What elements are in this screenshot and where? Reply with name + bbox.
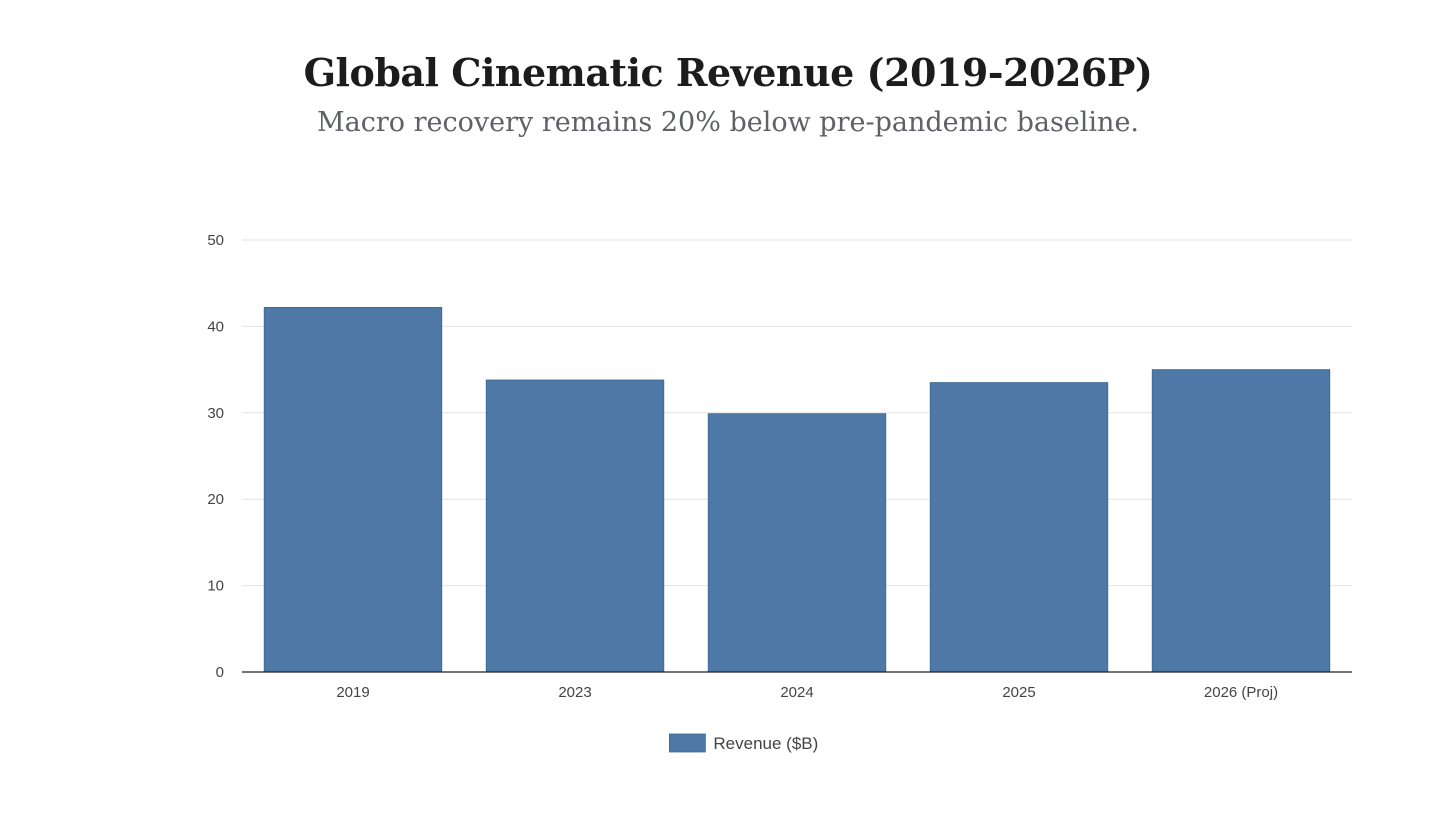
y-tick-label: 0 bbox=[216, 664, 224, 681]
bar-2026-proj-[interactable] bbox=[1151, 369, 1331, 673]
x-tick-label: 2019 bbox=[336, 684, 369, 701]
chart-title: Global Cinematic Revenue (2019-2026P) bbox=[303, 50, 1153, 95]
y-tick-label: 40 bbox=[207, 318, 224, 335]
x-tick-label: 2025 bbox=[1002, 684, 1035, 701]
legend-label: Revenue ($B) bbox=[713, 734, 818, 753]
y-tick-label: 20 bbox=[207, 491, 224, 508]
y-tick-label: 50 bbox=[207, 232, 224, 249]
bar-2024[interactable] bbox=[707, 413, 887, 673]
bars bbox=[263, 306, 1331, 673]
legend-swatch bbox=[669, 733, 706, 753]
x-tick-label: 2026 (Proj) bbox=[1204, 684, 1278, 701]
x-axis-labels: 2019 2023 2024 2025 2026 (Proj) bbox=[336, 684, 1278, 701]
bar-2019[interactable] bbox=[263, 306, 443, 673]
legend: Revenue ($B) bbox=[669, 733, 818, 753]
x-tick-label: 2023 bbox=[558, 684, 591, 701]
bar-2025[interactable] bbox=[929, 382, 1109, 673]
y-tick-label: 10 bbox=[207, 578, 224, 595]
y-axis-ticks: 0 10 20 30 40 50 bbox=[207, 232, 224, 681]
bar-2023[interactable] bbox=[485, 379, 665, 673]
x-tick-label: 2024 bbox=[780, 684, 813, 701]
y-tick-label: 30 bbox=[207, 405, 224, 422]
chart-subtitle: Macro recovery remains 20% below pre-pan… bbox=[316, 107, 1140, 138]
